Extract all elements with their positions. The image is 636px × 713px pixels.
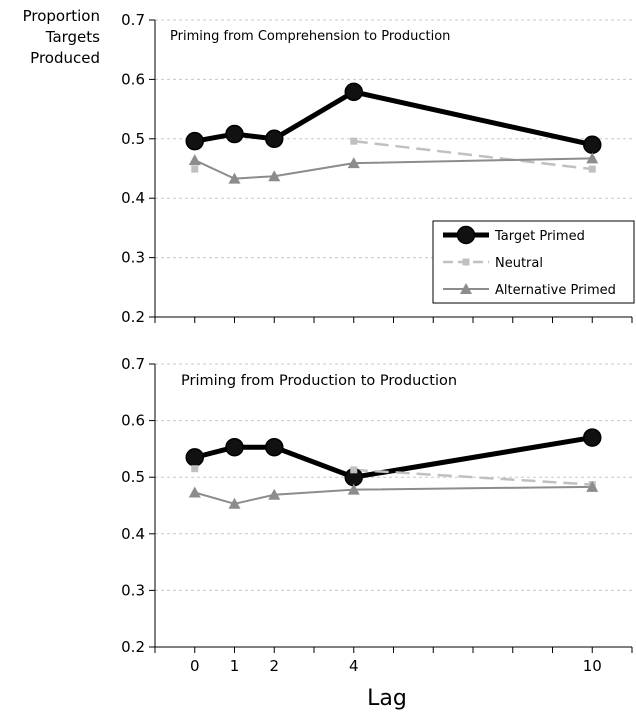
x-tick-label: 1 (230, 657, 240, 675)
legend-marker-alternative (460, 283, 472, 294)
data-point-alternative (268, 170, 281, 182)
data-point-alternative (586, 480, 599, 492)
data-point-target (344, 82, 363, 102)
y-tick-label: 0.7 (121, 11, 145, 29)
y-title-line-2: Targets (45, 28, 100, 46)
data-point-target (185, 448, 204, 467)
legend-label-alternative: Alternative Primed (495, 283, 616, 298)
data-point-neutral (588, 165, 596, 173)
series-line-alternative (194, 485, 593, 505)
y-tick-label: 0.7 (121, 355, 145, 373)
data-point-alternative (586, 152, 599, 164)
data-point-alternative (188, 154, 201, 166)
y-title-line-1: Proportion (22, 7, 100, 25)
data-point-alternative (347, 157, 360, 169)
x-tick-label: 10 (583, 657, 602, 675)
x-tick-label: 4 (349, 657, 359, 675)
data-point-target (225, 437, 244, 457)
y-tick-label: 0.2 (121, 638, 145, 656)
series-line-neutral (353, 468, 593, 486)
legend-marker-neutral (462, 258, 470, 266)
y-axis-title: Proportion Targets Produced (0, 6, 100, 69)
y-tick-label: 0.3 (121, 581, 145, 599)
data-point-target (225, 124, 244, 144)
y-tick-label: 0.6 (121, 70, 145, 88)
data-point-neutral (350, 137, 358, 145)
y-tick-label: 0.6 (121, 412, 145, 430)
y-tick-label: 0.3 (121, 249, 145, 267)
legend-label-neutral: Neutral (495, 256, 543, 271)
data-point-alternative (188, 486, 201, 498)
y-tick-label: 0.5 (121, 468, 145, 486)
y-tick-label: 0.2 (121, 308, 145, 326)
data-point-alternative (268, 488, 281, 500)
data-point-alternative (347, 483, 360, 495)
x-tick-label: 0 (190, 657, 200, 675)
x-tick-label: 2 (269, 657, 279, 675)
data-point-target (185, 131, 204, 151)
series-line-neutral (353, 139, 593, 171)
panel-title: Priming from Comprehension to Production (170, 29, 450, 44)
data-point-neutral (191, 165, 199, 173)
data-point-neutral (191, 465, 199, 473)
series-line-target (194, 89, 593, 148)
data-point-target (265, 129, 284, 149)
data-point-target (583, 135, 602, 154)
legend-label-target: Target Primed (494, 229, 585, 244)
y-title-line-3: Produced (30, 49, 100, 67)
series-line-target (194, 435, 593, 480)
data-point-target (583, 428, 602, 447)
data-point-neutral (350, 466, 358, 474)
legend-marker-target (456, 225, 476, 245)
data-point-alternative (228, 497, 241, 509)
y-tick-label: 0.5 (121, 130, 145, 148)
x-axis-title: Lag (367, 686, 407, 711)
y-tick-label: 0.4 (121, 189, 145, 207)
data-point-alternative (228, 172, 241, 184)
data-point-target (265, 437, 284, 457)
panel-title: Priming from Production to Production (181, 373, 457, 389)
y-tick-label: 0.4 (121, 525, 145, 543)
